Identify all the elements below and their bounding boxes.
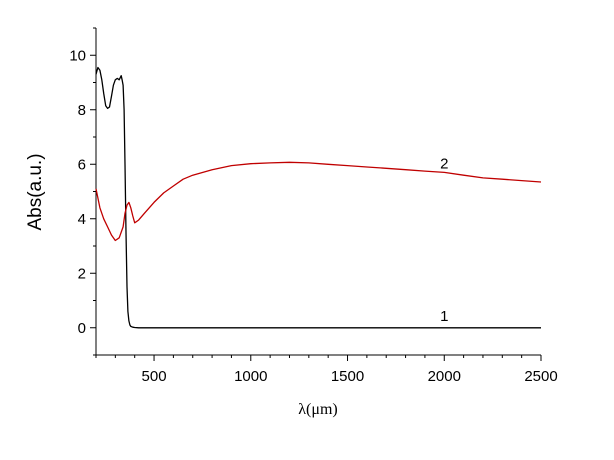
y-axis-ticks: 0 2 4 6 8 10 [69,27,96,356]
y-tick-label: 0 [78,320,86,337]
series-2-label: 2 [440,155,448,172]
x-tick-label: 2500 [524,368,557,385]
series-labels: 12 [440,155,448,325]
x-tick-label: 1500 [331,368,364,385]
plot-axes [95,28,541,356]
series-1-line [95,66,541,329]
x-tick-label: 2000 [428,368,461,385]
series-1-label: 1 [440,308,448,325]
series-2-line [95,161,542,242]
y-axis-label: Abs(a.u.) [25,153,46,230]
data-series [95,66,542,329]
y-tick-label: 4 [78,211,86,228]
y-tick-label: 8 [78,102,86,119]
x-tick-label: 500 [142,368,167,385]
y-tick-label: 6 [78,156,86,173]
x-tick-label: 1000 [234,368,267,385]
x-axis-label: λ(μm) [298,401,337,418]
x-axis-ticks: 500 1000 1500 2000 2500 [95,355,558,385]
y-tick-label: 10 [69,47,86,64]
y-tick-label: 2 [78,265,86,282]
